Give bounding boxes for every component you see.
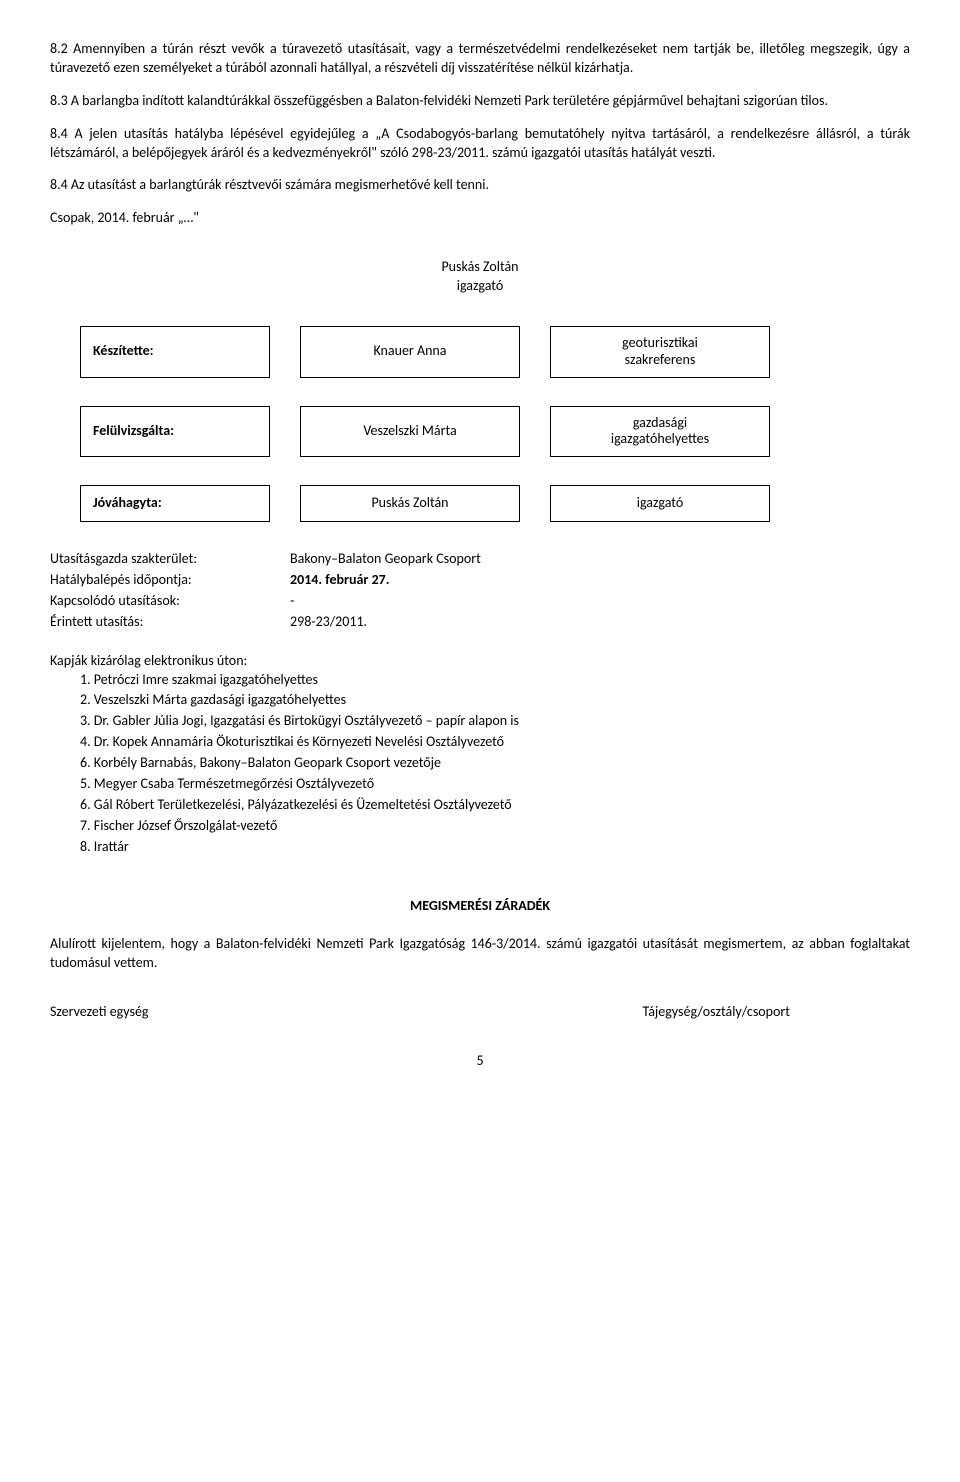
para-8-4b: 8.4 Az utasítást a barlangtúrák résztvev… — [50, 176, 910, 195]
info-block: Utasításgazda szakterület: Bakony–Balato… — [50, 550, 910, 632]
zaradek-title: MEGISMERÉSI ZÁRADÉK — [50, 897, 910, 916]
signer-role-line2: igazgatóhelyettes — [611, 431, 709, 448]
signer-role-line1: gazdasági — [633, 415, 687, 432]
para-8-2: 8.2 Amennyiben a túrán részt vevők a túr… — [50, 40, 910, 78]
signer-row-reviewed: Felülvizsgálta: Veszelszki Márta gazdasá… — [50, 406, 910, 458]
info-label: Érintett utasítás: — [50, 613, 290, 632]
info-label: Kapcsolódó utasítások: — [50, 592, 290, 611]
info-value: - — [290, 592, 294, 611]
signer-row-approved: Jóváhagyta: Puskás Zoltán igazgató — [50, 485, 910, 522]
signature-role: igazgató — [50, 277, 910, 296]
recipient-item: 2. Veszelszki Márta gazdasági igazgatóhe… — [50, 691, 910, 710]
signer-role: geoturisztikai szakreferens — [550, 326, 770, 378]
recipient-item: 1. Petróczi Imre szakmai igazgatóhelyett… — [50, 671, 910, 690]
recipient-item: 8. Irattár — [50, 838, 910, 857]
recipient-item: 6. Korbély Barnabás, Bakony–Balaton Geop… — [50, 754, 910, 773]
zaradek-text: Alulírott kijelentem, hogy a Balaton-fel… — [50, 935, 910, 973]
signer-name: Veszelszki Márta — [300, 406, 520, 458]
recipient-item: 5. Megyer Csaba Természetmegőrzési Osztá… — [50, 775, 910, 794]
signature-name: Puskás Zoltán — [50, 258, 910, 277]
info-row: Kapcsolódó utasítások: - — [50, 592, 910, 611]
info-row: Utasításgazda szakterület: Bakony–Balato… — [50, 550, 910, 569]
info-value: Bakony–Balaton Geopark Csoport — [290, 550, 481, 569]
info-row: Hatálybalépés időpontja: 2014. február 2… — [50, 571, 910, 590]
para-8-4a: 8.4 A jelen utasítás hatályba lépésével … — [50, 125, 910, 163]
signer-name: Puskás Zoltán — [300, 485, 520, 522]
signer-label: Készítette: — [80, 326, 270, 378]
signer-role-line2: szakreferens — [625, 352, 696, 369]
info-row: Érintett utasítás: 298-23/2011. — [50, 613, 910, 632]
signer-name: Knauer Anna — [300, 326, 520, 378]
signer-label: Jóváhagyta: — [80, 485, 270, 522]
page-number: 5 — [50, 1052, 910, 1071]
footer-right: Tájegység/osztály/csoport — [642, 1003, 910, 1022]
director-signature: Puskás Zoltán igazgató — [50, 258, 910, 296]
info-label: Utasításgazda szakterület: — [50, 550, 290, 569]
signer-row-prepared: Készítette: Knauer Anna geoturisztikai s… — [50, 326, 910, 378]
signers-table: Készítette: Knauer Anna geoturisztikai s… — [50, 326, 910, 522]
info-label: Hatálybalépés időpontja: — [50, 571, 290, 590]
recipient-item: 3. Dr. Gabler Júlia Jogi, Igazgatási és … — [50, 712, 910, 731]
info-value: 298-23/2011. — [290, 613, 367, 632]
recipient-item: 4. Dr. Kopek Annamária Ökoturisztikai és… — [50, 733, 910, 752]
signer-role: gazdasági igazgatóhelyettes — [550, 406, 770, 458]
footer-left: Szervezeti egység — [50, 1003, 149, 1022]
signer-role: igazgató — [550, 485, 770, 522]
recipients-block: Kapják kizárólag elektronikus úton: 1. P… — [50, 652, 910, 857]
date-line: Csopak, 2014. február „…" — [50, 209, 910, 228]
signer-label: Felülvizsgálta: — [80, 406, 270, 458]
recipient-item: 6. Gál Róbert Területkezelési, Pályázatk… — [50, 796, 910, 815]
footer-row: Szervezeti egység Tájegység/osztály/csop… — [50, 1003, 910, 1022]
info-value: 2014. február 27. — [290, 571, 390, 590]
recipient-item: 7. Fischer József Őrszolgálat-vezető — [50, 817, 910, 836]
para-8-3: 8.3 A barlangba indított kalandtúrákkal … — [50, 92, 910, 111]
signer-role-line1: geoturisztikai — [622, 335, 698, 352]
recipients-header: Kapják kizárólag elektronikus úton: — [50, 652, 910, 671]
signer-role-line1: igazgató — [637, 495, 684, 512]
